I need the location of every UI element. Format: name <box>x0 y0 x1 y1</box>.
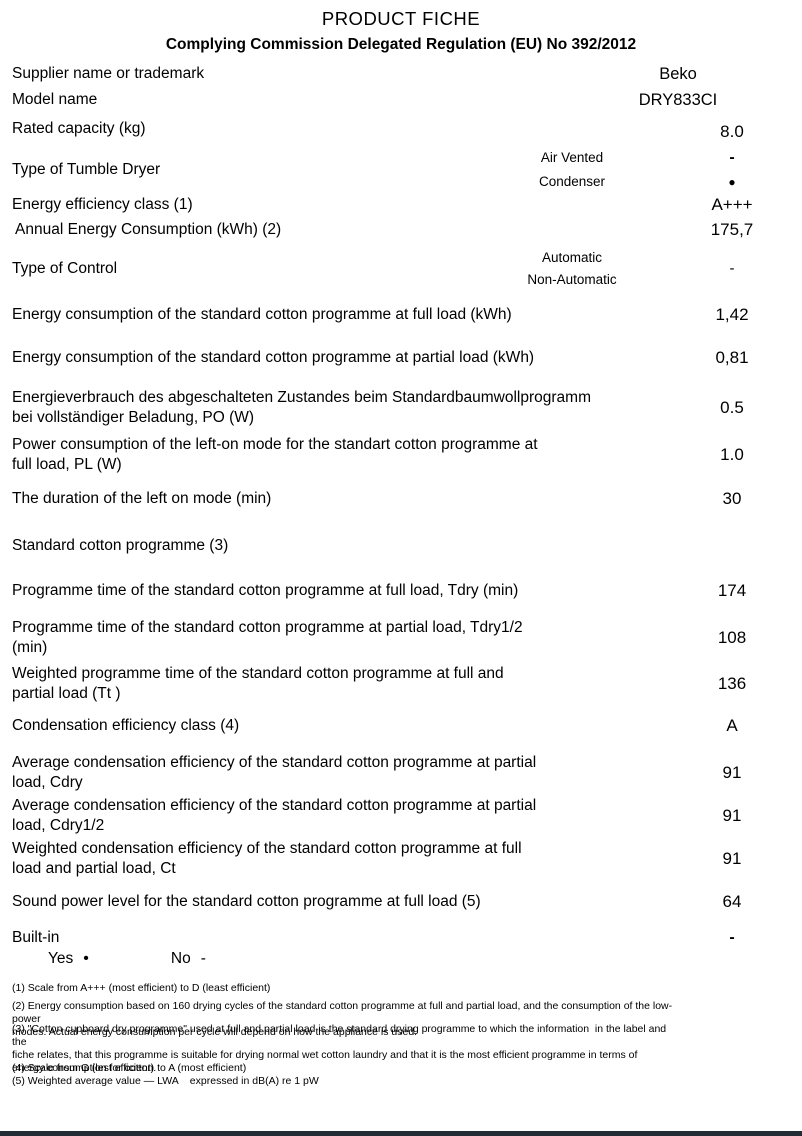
footnote-4: (4) Scale from G (lest efficient) to A (… <box>12 1062 247 1074</box>
row-label: Average condensation efficiency of the s… <box>12 797 537 834</box>
row-sound-power: Sound power level for the standard cotto… <box>12 892 792 912</box>
option-label: Non-Automatic <box>527 272 617 287</box>
footnote-3: (3) "Cotton cupboard dry programme" used… <box>12 1023 667 1074</box>
yes-bullet: • <box>83 950 89 967</box>
row-value: Beko <box>659 65 697 83</box>
row-standard-cotton: Standard cotton programme (3) <box>12 536 792 556</box>
row-tt: Weighted programme time of the standard … <box>12 664 792 704</box>
row-label: Annual Energy Consumption (kWh) (2) <box>15 221 282 238</box>
row-value: 108 <box>717 628 747 647</box>
option-value-dash: - <box>729 260 735 277</box>
row-label: Power consumption of the left-on mode fo… <box>12 436 538 473</box>
option-value-dash: - <box>729 149 735 166</box>
row-value: 1,42 <box>715 305 749 324</box>
page-title: PRODUCT FICHE <box>321 8 481 29</box>
row-control-type: Type of Control Automatic Non-Automatic … <box>12 247 792 291</box>
row-value: DRY833CI <box>638 91 718 109</box>
row-label: Energy efficiency class (1) <box>12 196 193 213</box>
row-left-on-duration: The duration of the left on mode (min) 3… <box>12 489 792 509</box>
dryer-type-values: - ● <box>672 146 792 194</box>
row-rated-capacity: Rated capacity (kg) 8.0 <box>12 116 792 142</box>
row-label: Condensation efficiency class (4) <box>12 717 240 734</box>
control-options: Automatic Non-Automatic <box>472 247 672 291</box>
row-value: - <box>729 929 735 946</box>
row-value: 8.0 <box>720 122 744 141</box>
row-label: Energieverbrauch des abgeschalteten Zust… <box>12 389 591 426</box>
row-annual-energy: Annual Energy Consumption (kWh) (2) 175,… <box>12 220 792 240</box>
row-label: Rated capacity (kg) <box>12 120 146 137</box>
yes-label: Yes <box>48 950 74 967</box>
row-energy-full: Energy consumption of the standard cotto… <box>12 305 792 325</box>
bottom-bar <box>0 1131 802 1136</box>
row-value: 91 <box>722 806 742 825</box>
row-value: 175,7 <box>710 220 754 239</box>
row-energy-class: Energy efficiency class (1) A+++ <box>12 195 792 215</box>
row-label: Weighted programme time of the standard … <box>12 665 504 702</box>
row-built-in: Built-in - <box>12 928 792 948</box>
row-label: The duration of the left on mode (min) <box>12 490 272 507</box>
footnote-1: (1) Scale from A+++ (most efficient) to … <box>12 982 271 994</box>
row-value: 0.5 <box>720 398 744 417</box>
option-value-bullet: ● <box>728 175 736 189</box>
regulation-subtitle: Complying Commission Delegated Regulatio… <box>165 36 637 53</box>
built-in-legend: Yes • No - <box>48 950 206 968</box>
row-dryer-type: Type of Tumble Dryer Air Vented Condense… <box>12 146 792 194</box>
option-label: Condenser <box>538 174 606 189</box>
row-po: Energieverbrauch des abgeschalteten Zust… <box>12 388 792 428</box>
no-dash: - <box>200 950 206 967</box>
dryer-type-options: Air Vented Condenser <box>472 146 672 194</box>
row-energy-partial: Energy consumption of the standard cotto… <box>12 348 792 368</box>
row-cdry-half: Average condensation efficiency of the s… <box>12 796 792 836</box>
row-label: Energy consumption of the standard cotto… <box>12 306 512 323</box>
row-label: Weighted condensation efficiency of the … <box>12 840 522 877</box>
row-value: 91 <box>722 849 742 868</box>
row-tdry: Programme time of the standard cotton pr… <box>12 581 792 601</box>
row-label: Sound power level for the standard cotto… <box>12 893 481 910</box>
row-cdry: Average condensation efficiency of the s… <box>12 753 792 793</box>
option-label: Automatic <box>541 250 603 265</box>
row-ct: Weighted condensation efficiency of the … <box>12 839 792 879</box>
row-label: Supplier name or trademark <box>12 65 205 82</box>
row-value: 0,81 <box>715 348 749 367</box>
row-label: Programme time of the standard cotton pr… <box>12 582 519 599</box>
row-label: Type of Control <box>12 260 118 277</box>
row-condensation-class: Condensation efficiency class (4) A <box>12 716 792 736</box>
control-values: - <box>672 258 792 280</box>
row-label: Built-in <box>12 929 60 946</box>
row-value: 30 <box>722 489 742 508</box>
row-value: A <box>726 716 738 735</box>
row-label: Standard cotton programme (3) <box>12 537 229 554</box>
footnote-5: (5) Weighted average value — LWA express… <box>12 1075 319 1087</box>
row-pl: Power consumption of the left-on mode fo… <box>12 435 792 475</box>
row-value: 1.0 <box>720 445 744 464</box>
row-value: 64 <box>722 892 742 911</box>
row-label: Model name <box>12 91 98 108</box>
row-value: 174 <box>717 581 747 600</box>
row-label: Energy consumption of the standard cotto… <box>12 349 535 366</box>
no-label: No <box>170 950 191 967</box>
footnote-2: (2) Energy consumption based on 160 dryi… <box>12 1000 673 1038</box>
row-value: 136 <box>717 674 747 693</box>
row-label: Type of Tumble Dryer <box>12 161 161 178</box>
row-tdry-half: Programme time of the standard cotton pr… <box>12 618 792 658</box>
row-supplier: Supplier name or trademark Beko <box>12 64 792 84</box>
option-label: Air Vented <box>540 150 604 165</box>
row-model: Model name DRY833CI <box>12 90 792 110</box>
row-value: A+++ <box>711 195 753 214</box>
row-label: Average condensation efficiency of the s… <box>12 754 537 791</box>
row-value: 91 <box>722 763 742 782</box>
row-label: Programme time of the standard cotton pr… <box>12 619 523 656</box>
